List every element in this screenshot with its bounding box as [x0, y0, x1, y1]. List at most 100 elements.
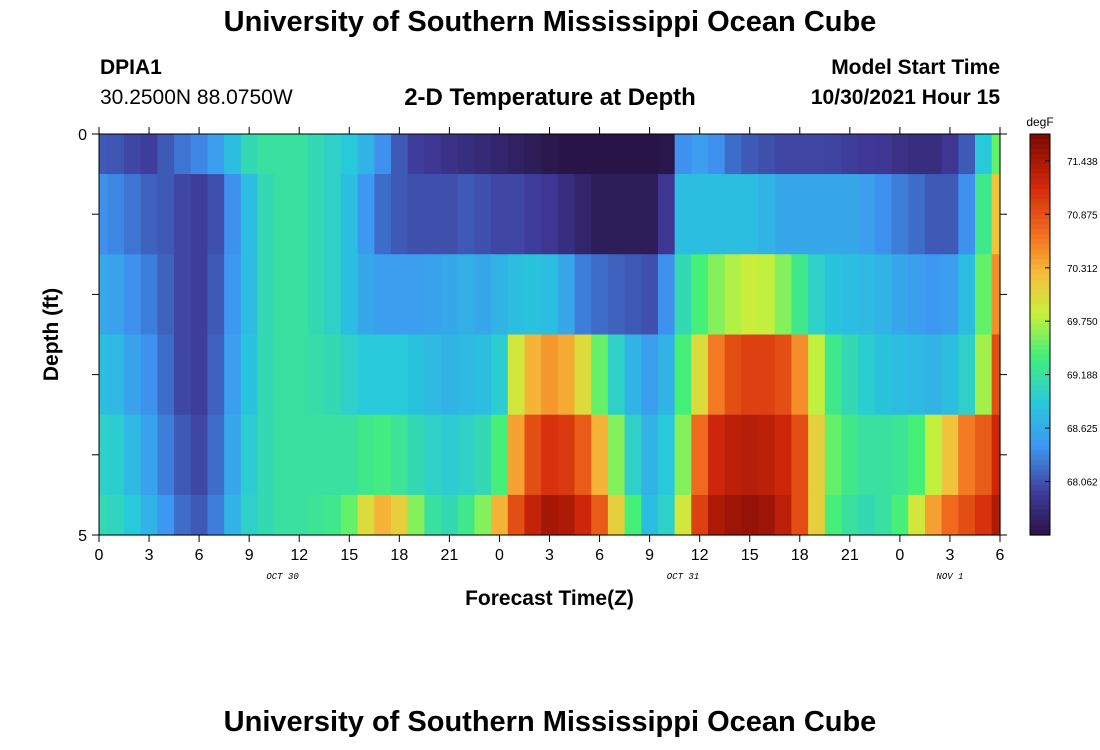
heatmap-cell — [324, 494, 342, 536]
heatmap-cell — [374, 494, 392, 536]
heatmap-cell — [674, 174, 692, 255]
heatmap-cell — [808, 334, 826, 416]
heatmap-cell — [374, 334, 392, 416]
heatmap-cell — [624, 174, 642, 255]
heatmap-cells — [99, 134, 1001, 536]
heatmap-cell — [941, 254, 959, 336]
heatmap-cell — [774, 134, 793, 175]
colorbar-swatch — [1030, 169, 1050, 175]
heatmap-cell — [207, 174, 225, 255]
heatmap-cell — [99, 134, 108, 175]
heatmap-cell — [991, 334, 1001, 416]
heatmap-cell — [958, 334, 976, 416]
heatmap-cell — [290, 334, 309, 416]
colorbar-swatch — [1030, 184, 1050, 190]
heatmap-cell — [774, 494, 793, 536]
x-axis: 0 3 6 9 12 15 18 21 0 3 6 9 12 15 18 21 0 3 6 — [95, 127, 1005, 564]
heatmap-cell — [290, 414, 309, 496]
heatmap-cell — [324, 174, 342, 255]
heatmap-cell — [574, 494, 592, 536]
heatmap-cell — [724, 254, 742, 336]
heatmap-cell — [190, 414, 209, 496]
colorbar-swatch — [1030, 364, 1050, 371]
colorbar-swatch — [1030, 254, 1050, 260]
y-axis-label: Depth (ft) — [40, 288, 63, 381]
x-tick-label: 15 — [340, 547, 358, 564]
heatmap-cell — [674, 254, 692, 336]
colorbar: 71.438 70.875 70.312 69.750 69.188 68.625 68.0… — [1026, 115, 1098, 536]
colorbar-swatch — [1030, 149, 1050, 155]
heatmap-cell — [474, 254, 492, 336]
heatmap-cell — [758, 174, 776, 255]
heatmap-cell — [808, 414, 826, 496]
colorbar-swatch — [1030, 394, 1050, 401]
heatmap-cell — [841, 254, 859, 336]
heatmap-cell — [374, 254, 392, 336]
colorbar-tick-label: 68.625 — [1067, 424, 1098, 435]
heatmap-cell — [507, 134, 526, 175]
heatmap-cell — [758, 494, 776, 536]
heatmap-cell — [274, 494, 292, 536]
heatmap-cell — [657, 254, 676, 336]
colorbar-swatch — [1030, 309, 1050, 316]
heatmap-cell — [524, 174, 542, 255]
heatmap-cell — [607, 334, 626, 416]
heatmap-cell — [491, 414, 509, 496]
heatmap-cell — [274, 134, 292, 175]
heatmap-cell — [340, 174, 359, 255]
heatmap-cell — [591, 414, 609, 496]
heatmap-cell — [641, 254, 659, 336]
heatmap-cell — [924, 414, 943, 496]
colorbar-swatch — [1030, 249, 1050, 255]
heatmap-cell — [991, 494, 1001, 536]
heatmap-cell — [124, 494, 142, 536]
heatmap-cell — [290, 134, 309, 175]
heatmap-cell — [257, 494, 275, 536]
heatmap-cell — [99, 494, 108, 536]
heatmap-cell — [607, 134, 626, 175]
heatmap-cell — [758, 414, 776, 496]
heatmap-cell — [657, 334, 676, 416]
colorbar-swatch — [1030, 244, 1050, 250]
colorbar-swatch — [1030, 279, 1050, 285]
heatmap-cell — [324, 414, 342, 496]
heatmap-cell — [974, 494, 993, 536]
heatmap-cell — [507, 334, 526, 416]
heatmap-cell — [958, 414, 976, 496]
x-tick-label: 21 — [440, 547, 458, 564]
heatmap-cell — [657, 174, 676, 255]
colorbar-swatch — [1030, 179, 1050, 185]
heatmap-cell — [741, 174, 759, 255]
x-tick-label: 6 — [595, 547, 604, 564]
heatmap-cell — [724, 414, 742, 496]
heatmap-cell — [858, 494, 876, 536]
heatmap-cell — [224, 334, 242, 416]
colorbar-swatch — [1030, 504, 1050, 511]
heatmap-cell — [224, 174, 242, 255]
heatmap-cell — [741, 254, 759, 336]
colorbar-swatch — [1030, 359, 1050, 366]
heatmap-cell — [858, 334, 876, 416]
heatmap-cell — [841, 174, 859, 255]
heatmap-cell — [507, 494, 526, 536]
heatmap-cell — [340, 254, 359, 336]
heatmap-cell — [491, 334, 509, 416]
heatmap-cell — [991, 134, 1001, 175]
heatmap-cell — [457, 414, 476, 496]
colorbar-swatch — [1030, 234, 1050, 240]
colorbar-swatch — [1030, 139, 1050, 145]
heatmap-cell — [357, 414, 375, 496]
heatmap-cell — [441, 174, 459, 255]
heatmap-cell — [207, 254, 225, 336]
heatmap-cell — [824, 334, 843, 416]
colorbar-swatch — [1030, 334, 1050, 341]
heatmap-cell — [858, 174, 876, 255]
heatmap-cell — [491, 134, 509, 175]
heatmap-cell — [908, 174, 926, 255]
colorbar-swatch — [1030, 259, 1050, 265]
heatmap-cell — [657, 134, 676, 175]
colorbar-frame — [1029, 133, 1051, 536]
station-id: DPIA1 — [100, 56, 162, 79]
colorbar-swatch — [1030, 429, 1050, 436]
colorbar-tick-label: 69.750 — [1067, 317, 1098, 328]
